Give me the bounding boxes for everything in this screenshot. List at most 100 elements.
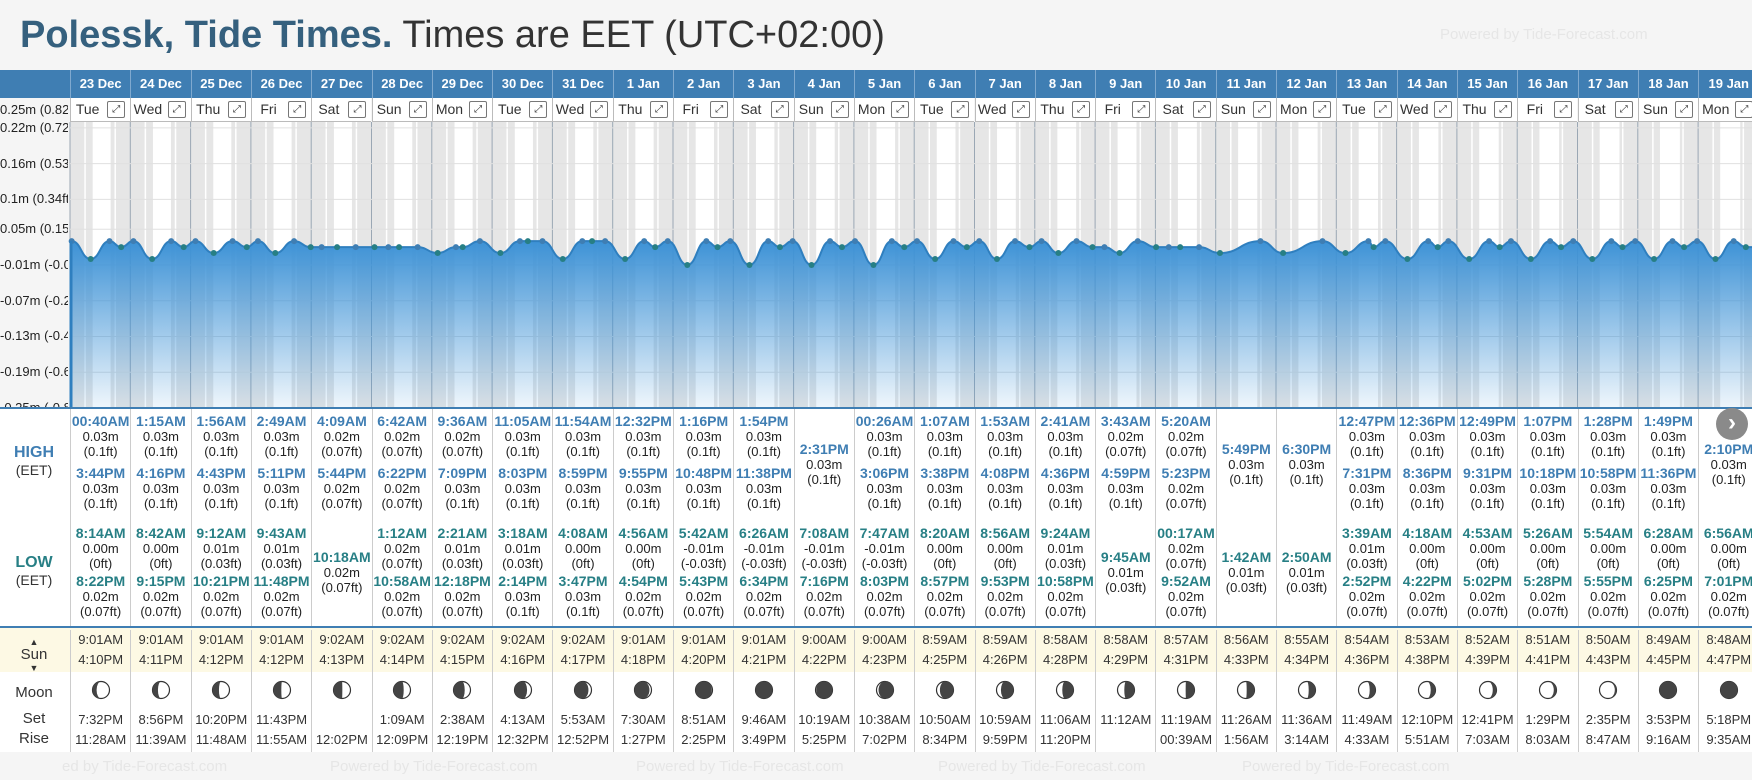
day-name: Fri [260, 101, 277, 117]
tide-height-ft: (0.07ft) [441, 604, 484, 619]
tide-table-column: 4:09AM 0.02m (0.07ft) 5:44PM 0.02m (0.07ft) 10… [311, 408, 371, 626]
expand-day-icon[interactable]: ⤢ [1735, 101, 1752, 118]
tide-height-ft: (0.1ft) [1410, 496, 1445, 511]
date-header: 1 Jan [612, 70, 673, 98]
low-tide-point [870, 261, 877, 268]
low-tide-entry: 6:56AM 0.00m (0ft) [1699, 526, 1752, 572]
tide-height-ft: (0.1ft) [143, 444, 178, 459]
expand-day-icon[interactable]: ⤢ [1072, 101, 1091, 118]
high-tide-point [539, 238, 546, 245]
tide-time: 5:49PM [1221, 441, 1271, 457]
high-tide-point [1196, 244, 1203, 251]
expand-day-icon[interactable]: ⤢ [1132, 101, 1151, 118]
high-tide-entry: 1:28PM 0.03m (0.1ft) [1579, 414, 1638, 460]
day-name: Mon [1702, 101, 1730, 117]
expand-day-icon[interactable]: ⤢ [1192, 101, 1211, 118]
tide-table-column: 11:54AM 0.03m (0.1ft) 8:59PM 0.03m (0.1ft) 4:0… [552, 408, 612, 626]
tide-time: 4:43PM [196, 465, 246, 481]
tide-height-m: 0.02m [444, 429, 481, 444]
expand-day-icon[interactable]: ⤢ [1494, 101, 1513, 118]
expand-day-icon[interactable]: ⤢ [649, 101, 668, 118]
tide-height-ft: (0.1ft) [566, 604, 601, 619]
tide-height-ft: (0ft) [631, 556, 655, 571]
tide-time: 2:52PM [1342, 573, 1392, 589]
moonrise-time: 4:33AM [1344, 732, 1390, 747]
expand-day-icon[interactable]: ⤢ [469, 101, 488, 118]
moonset-time: 9:46AM [741, 712, 787, 727]
watermark: Powered by Tide-Forecast.com [636, 758, 844, 775]
day-header: Sun ⤢ [1215, 98, 1276, 122]
tide-height-ft: (0.07ft) [1708, 604, 1750, 619]
tide-table-column: 1:07AM 0.03m (0.1ft) 3:38PM 0.03m (0.1ft) 8:20… [914, 408, 974, 626]
expand-day-icon[interactable]: ⤢ [1313, 101, 1332, 118]
tide-height-ft: (0.1ft) [1470, 444, 1505, 459]
expand-day-icon[interactable]: ⤢ [1373, 101, 1392, 118]
tide-height-m: 0.03m [1107, 481, 1144, 496]
sunrise-time: 8:52AM [1465, 632, 1510, 647]
expand-day-icon[interactable]: ⤢ [770, 101, 789, 118]
moonrise-time: 11:39AM [135, 732, 187, 747]
tide-time: 2:21AM [437, 525, 488, 541]
day-header: Mon ⤢ [431, 98, 493, 122]
expand-day-icon[interactable]: ⤢ [107, 101, 126, 118]
date-header: 15 Jan [1456, 70, 1517, 98]
day-header: Thu ⤢ [612, 98, 673, 122]
moon-times: 7:32PM 11:28AM [70, 672, 130, 752]
expand-day-icon[interactable]: ⤢ [348, 101, 367, 118]
high-tide-point [1669, 238, 1676, 245]
expand-day-icon[interactable]: ⤢ [288, 101, 307, 118]
low-tide-point [524, 238, 531, 245]
tide-height-m: 0.02m [1167, 589, 1205, 604]
expand-day-icon[interactable]: ⤢ [227, 101, 246, 118]
y-axis-label: 0.25m (0.82ft) [0, 102, 68, 117]
tide-time: 3:38PM [920, 465, 970, 481]
tide-time: 4:22PM [1402, 573, 1452, 589]
tide-time: 00:40AM [71, 413, 130, 429]
expand-day-icon[interactable]: ⤢ [1011, 101, 1030, 118]
tide-table-column: 1:07PM 0.03m (0.1ft) 10:18PM 0.03m (0.1ft) 5:2… [1517, 408, 1577, 626]
expand-day-icon[interactable]: ⤢ [529, 101, 548, 118]
moon-phase-icon [1478, 680, 1497, 700]
expand-day-icon[interactable]: ⤢ [589, 101, 608, 118]
moon-times: 10:50AM 8:34PM [914, 672, 974, 752]
high-tide-entry: 9:31PM 0.03m (0.1ft) [1458, 466, 1517, 512]
tide-time: 4:16PM [136, 465, 186, 481]
chart-separator [0, 407, 1752, 409]
expand-day-icon[interactable]: ⤢ [710, 101, 729, 118]
expand-day-icon[interactable]: ⤢ [167, 101, 186, 118]
expand-day-icon[interactable]: ⤢ [1554, 101, 1573, 118]
tide-height-ft: (0.03ft) [200, 556, 242, 571]
expand-day-icon[interactable]: ⤢ [408, 101, 427, 118]
low-tide-point [901, 244, 908, 251]
expand-day-icon[interactable]: ⤢ [891, 101, 910, 118]
expand-day-icon[interactable]: ⤢ [1614, 101, 1633, 118]
tide-time: 6:25PM [1643, 573, 1693, 589]
tide-height-ft: (0ft) [933, 556, 957, 571]
expand-day-icon[interactable]: ⤢ [1252, 101, 1271, 118]
tide-time: 7:01PM [1704, 573, 1752, 589]
expand-day-icon[interactable]: ⤢ [951, 101, 970, 118]
next-arrow-button[interactable]: › [1716, 408, 1748, 440]
expand-day-icon[interactable]: ⤢ [1433, 101, 1452, 118]
low-tide-entry: 7:47AM -0.01m (-0.03ft) [855, 526, 914, 572]
expand-day-icon[interactable]: ⤢ [1675, 101, 1694, 118]
tide-table-column: 11:05AM 0.03m (0.1ft) 8:03PM 0.03m (0.1ft) 3:1… [492, 408, 552, 626]
tide-height-m: 0.02m [384, 541, 421, 556]
tide-height-m: 0.03m [142, 481, 180, 496]
tide-height-m: 0.03m [1047, 429, 1084, 444]
sun-times: 8:57AM 4:31PM [1155, 630, 1215, 672]
day-name: Tue [1342, 101, 1366, 117]
low-tide-point [963, 244, 970, 251]
high-tide-point [1165, 244, 1172, 251]
low-tide-point [1026, 244, 1033, 251]
high-tide-point [602, 238, 609, 245]
tide-height-ft: (0.1ft) [746, 496, 781, 511]
sunrise-time: 8:55AM [1284, 632, 1330, 647]
tide-time: 1:53AM [980, 413, 1031, 429]
tide-time: 00:26AM [855, 413, 914, 429]
tide-height-ft: (-0.03ft) [680, 556, 727, 571]
high-tide-point [851, 238, 858, 245]
sunset-time: 4:16PM [500, 652, 546, 667]
expand-day-icon[interactable]: ⤢ [830, 101, 849, 118]
tide-height-ft: (0.1ft) [1651, 496, 1686, 511]
